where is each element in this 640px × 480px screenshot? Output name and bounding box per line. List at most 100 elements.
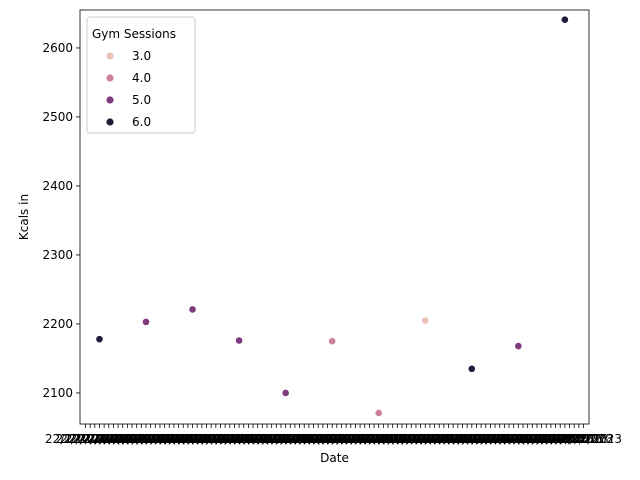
data-point xyxy=(142,317,150,326)
x-tick-label: 22/12/2023 xyxy=(326,432,395,446)
x-tick-label: 22/12/2023 xyxy=(167,432,236,446)
x-tick-label: 22/12/2023 xyxy=(45,432,114,446)
x-tick-label: 22/12/2023 xyxy=(125,432,194,446)
data-point xyxy=(374,409,383,417)
x-tick-label: 22/12/2023 xyxy=(121,432,190,446)
legend-marker xyxy=(106,52,114,60)
y-tick-label: 2400 xyxy=(42,179,73,193)
data-point xyxy=(421,316,430,325)
legend: Gym Sessions 3.0 4.0 5.0 6.0 xyxy=(86,16,196,134)
x-tick-label: 22/12/2023 xyxy=(353,432,422,446)
x-tick-label: 22/12/2023 xyxy=(488,432,557,446)
x-tick-label: 22/12/2023 xyxy=(102,432,171,446)
legend-marker xyxy=(106,118,114,126)
x-tick-label: 22/12/2023 xyxy=(288,432,357,446)
x-tick-label: 22/12/2023 xyxy=(74,432,143,446)
x-tick-label: 22/12/2023 xyxy=(512,432,581,446)
x-tick-label: 22/12/2023 xyxy=(395,432,464,446)
plot-area xyxy=(79,9,590,425)
x-tick-label: 22/12/2023 xyxy=(130,432,199,446)
x-tick-label: 22/12/2023 xyxy=(335,432,404,446)
x-tick-label: 22/12/2023 xyxy=(409,432,478,446)
x-tick-label: 22/12/2023 xyxy=(209,432,278,446)
x-tick-label: 22/12/2023 xyxy=(83,432,152,446)
x-tick-label: 22/12/2023 xyxy=(344,432,413,446)
x-tick-label: 22/12/2023 xyxy=(447,432,516,446)
data-point xyxy=(188,305,197,314)
y-tick-label: 2600 xyxy=(42,41,73,55)
x-tick-label: 22/12/2023 xyxy=(442,432,511,446)
x-tick-label: 22/12/2023 xyxy=(284,432,353,446)
x-tick-label: 22/12/2023 xyxy=(153,432,222,446)
x-tick-label: 22/12/2023 xyxy=(544,432,613,446)
x-tick-label: 22/12/2023 xyxy=(163,432,232,446)
x-axis-label: Date xyxy=(320,451,349,465)
x-tick-label: 22/12/2023 xyxy=(256,432,325,446)
legend-title: Gym Sessions xyxy=(92,27,176,41)
x-tick-label: 22/12/2023 xyxy=(191,432,260,446)
x-tick-label: 22/12/2023 xyxy=(139,432,208,446)
x-tick-label: 22/12/2023 xyxy=(242,432,311,446)
x-tick-label: 22/12/2023 xyxy=(460,432,529,446)
x-tick-label: 22/12/2023 xyxy=(293,432,362,446)
x-tick-label: 22/12/2023 xyxy=(330,432,399,446)
x-axis-ticks: 22/12/202322/12/202322/12/202322/12/2023… xyxy=(45,424,622,446)
data-point xyxy=(95,335,104,344)
x-tick-label: 22/12/2023 xyxy=(237,432,306,446)
legend-entry-label: 4.0 xyxy=(132,71,151,85)
x-tick-label: 22/12/2023 xyxy=(135,432,204,446)
x-tick-label: 22/12/2023 xyxy=(470,432,539,446)
x-tick-label: 22/12/2023 xyxy=(437,432,506,446)
x-tick-label: 22/12/2023 xyxy=(498,432,567,446)
x-tick-label: 22/12/2023 xyxy=(386,432,455,446)
x-tick-label: 22/12/2023 xyxy=(507,432,576,446)
x-tick-label: 22/12/2023 xyxy=(298,432,367,446)
data-point xyxy=(281,389,290,397)
x-tick-label: 22/12/2023 xyxy=(181,432,250,446)
legend-entries: 3.0 4.0 5.0 6.0 xyxy=(106,49,151,129)
x-tick-label: 22/12/2023 xyxy=(358,432,427,446)
data-points xyxy=(95,15,569,417)
x-tick-label: 22/12/2023 xyxy=(116,432,185,446)
x-tick-label: 22/12/2023 xyxy=(200,432,269,446)
x-tick-label: 22/12/2023 xyxy=(251,432,320,446)
x-tick-label: 22/12/2023 xyxy=(391,432,460,446)
x-tick-label: 22/12/2023 xyxy=(302,432,371,446)
x-tick-label: 22/12/2023 xyxy=(479,432,548,446)
x-tick-label: 22/12/2023 xyxy=(177,432,246,446)
y-tick-label: 2100 xyxy=(42,386,73,400)
x-tick-label: 22/12/2023 xyxy=(260,432,329,446)
x-tick-label: 22/12/2023 xyxy=(484,432,553,446)
x-tick-label: 22/12/2023 xyxy=(400,432,469,446)
x-tick-label: 22/12/2023 xyxy=(149,432,218,446)
x-tick-label: 22/12/2023 xyxy=(111,432,180,446)
x-tick-label: 22/12/2023 xyxy=(540,432,609,446)
x-tick-label: 22/12/2023 xyxy=(56,432,125,446)
data-point xyxy=(328,337,337,346)
legend-marker xyxy=(106,96,114,104)
x-tick-label: 22/12/2023 xyxy=(186,432,255,446)
legend-entry-label: 3.0 xyxy=(132,49,151,63)
x-tick-label: 22/12/2023 xyxy=(339,432,408,446)
x-tick-label: 22/12/2023 xyxy=(363,432,432,446)
x-tick-label: 22/12/2023 xyxy=(144,432,213,446)
x-tick-label: 22/12/2023 xyxy=(535,432,604,446)
x-tick-label: 22/12/2023 xyxy=(228,432,297,446)
x-tick-label: 22/12/2023 xyxy=(279,432,348,446)
x-tick-label: 22/12/2023 xyxy=(502,432,571,446)
x-tick-label: 22/12/2023 xyxy=(377,432,446,446)
y-axis-label: Kcals in xyxy=(17,194,31,240)
x-tick-label: 22/12/2023 xyxy=(428,432,497,446)
x-tick-label: 22/12/2023 xyxy=(195,432,264,446)
x-tick-label: 22/12/2023 xyxy=(521,432,590,446)
x-tick-label: 22/12/2023 xyxy=(367,432,436,446)
x-tick-label: 22/12/2023 xyxy=(158,432,227,446)
x-tick-label: 22/12/2023 xyxy=(423,432,492,446)
x-tick-label: 22/12/2023 xyxy=(516,432,585,446)
x-tick-label: 22/12/2023 xyxy=(526,432,595,446)
data-point xyxy=(235,336,243,345)
x-tick-label: 22/12/2023 xyxy=(456,432,525,446)
x-tick-label: 22/12/2023 xyxy=(465,432,534,446)
x-tick-label: 22/12/2023 xyxy=(265,432,334,446)
